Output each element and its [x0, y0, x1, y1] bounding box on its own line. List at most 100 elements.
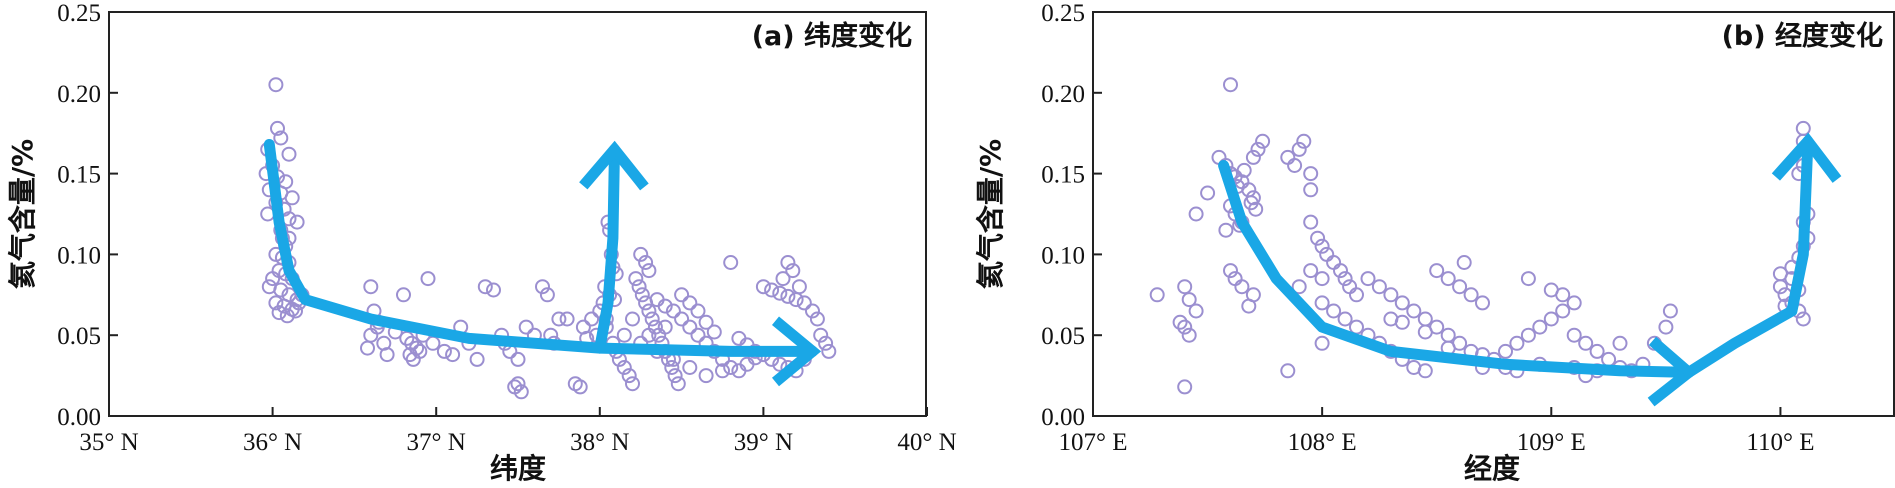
x-axis-label: 经度	[1464, 452, 1520, 485]
data-point	[780, 255, 796, 270]
data-point	[1236, 162, 1252, 178]
trend-arrow-line	[1683, 135, 1814, 378]
x-tick-label: 110° E	[1746, 429, 1814, 456]
y-tick-label: 0.00	[57, 404, 101, 431]
data-point	[1314, 238, 1330, 254]
y-tick-label: 0.15	[1041, 162, 1085, 189]
data-point	[818, 335, 834, 351]
data-point	[1177, 319, 1193, 335]
data-point	[1394, 314, 1410, 330]
data-point	[641, 263, 657, 279]
data-point	[657, 298, 673, 314]
data-point	[1291, 141, 1307, 157]
data-point	[1543, 311, 1559, 327]
data-point	[535, 279, 550, 295]
data-point	[507, 379, 523, 395]
data-point	[1509, 335, 1525, 351]
data-point	[1291, 279, 1307, 295]
data-point	[1475, 295, 1490, 311]
data-point	[273, 130, 289, 146]
data-point	[791, 279, 807, 295]
data-point	[559, 311, 575, 327]
data-point	[780, 288, 796, 304]
data-point	[644, 311, 660, 327]
data-point	[785, 263, 801, 279]
data-point	[1296, 133, 1312, 149]
data-point	[405, 351, 421, 367]
data-point	[631, 279, 647, 295]
x-tick-label: 39° N	[734, 429, 793, 456]
y-tick-label: 0.00	[1041, 404, 1085, 431]
x-tick-label: 38° N	[570, 429, 629, 456]
data-point	[638, 255, 654, 270]
y-tick-label: 0.25	[57, 0, 101, 27]
data-point	[1440, 271, 1456, 287]
trend-arrow-line	[594, 143, 620, 354]
data-point	[1498, 343, 1513, 359]
data-point	[1337, 271, 1353, 287]
data-point	[1456, 255, 1472, 270]
data-point	[1223, 77, 1238, 93]
data-point	[1662, 303, 1678, 319]
plot-frame	[108, 11, 927, 417]
data-point	[1280, 149, 1296, 165]
y-tick-label: 0.05	[1041, 323, 1085, 350]
x-tick-label: 107° E	[1058, 429, 1127, 456]
data-point	[363, 279, 379, 295]
data-point	[616, 360, 632, 375]
panel-latitude: (a) 纬度变化 纬度 氦气含量/% 0.00 0.05 0.10 0.15 0.20 0…	[6, 0, 957, 485]
data-point	[1658, 319, 1674, 335]
y-tick-label: 0.15	[57, 162, 101, 189]
data-point	[764, 282, 780, 298]
data-point	[1555, 303, 1571, 319]
data-point	[1314, 335, 1330, 351]
y-axis-label: 氦气含量/%	[974, 139, 1007, 289]
panel-title: (a) 纬度变化	[752, 20, 912, 52]
data-point	[690, 327, 706, 343]
data-point	[1303, 214, 1319, 230]
data-point	[1452, 279, 1468, 295]
data-point	[1371, 279, 1387, 295]
data-point	[1245, 149, 1261, 165]
data-point	[1429, 263, 1445, 279]
data-point	[1223, 263, 1238, 279]
panel-longitude: (b) 经度变化 经度 氦气含量/% 0.00 0.05 0.10 0.15 0.20 0…	[974, 0, 1895, 485]
data-point	[1218, 222, 1234, 238]
y-tick-label: 0.10	[57, 242, 101, 269]
data-point	[821, 343, 837, 359]
data-point	[1417, 311, 1433, 327]
data-point	[698, 368, 714, 384]
data-point	[1440, 327, 1456, 343]
y-tick-label: 0.05	[57, 323, 101, 350]
data-point	[723, 255, 739, 270]
trend-arrow-line	[1218, 160, 1695, 378]
data-point	[270, 120, 285, 136]
data-point	[1303, 263, 1319, 279]
data-point	[1177, 379, 1193, 395]
data-point	[706, 324, 722, 340]
x-axis-label: 纬度	[490, 452, 546, 485]
data-point	[1394, 295, 1410, 311]
data-point	[379, 347, 395, 363]
data-point	[674, 287, 690, 303]
x-tick-label: 108° E	[1288, 429, 1357, 456]
data-point	[1149, 287, 1165, 303]
trend-arrow-head	[771, 316, 822, 387]
data-point	[813, 327, 829, 343]
data-point	[1463, 287, 1479, 303]
plot-frame	[1092, 11, 1895, 417]
data-point	[396, 287, 411, 303]
data-point	[1314, 295, 1330, 311]
data-point	[1520, 271, 1536, 287]
data-point	[1188, 303, 1204, 319]
data-point	[1333, 263, 1348, 279]
data-point	[788, 292, 804, 308]
x-tick-label: 40° N	[897, 429, 956, 456]
data-point	[510, 351, 526, 367]
data-point	[510, 376, 526, 392]
data-point	[1177, 279, 1193, 295]
data-point	[1280, 363, 1296, 379]
trend-arrow-head	[579, 140, 649, 191]
data-point	[281, 146, 297, 162]
